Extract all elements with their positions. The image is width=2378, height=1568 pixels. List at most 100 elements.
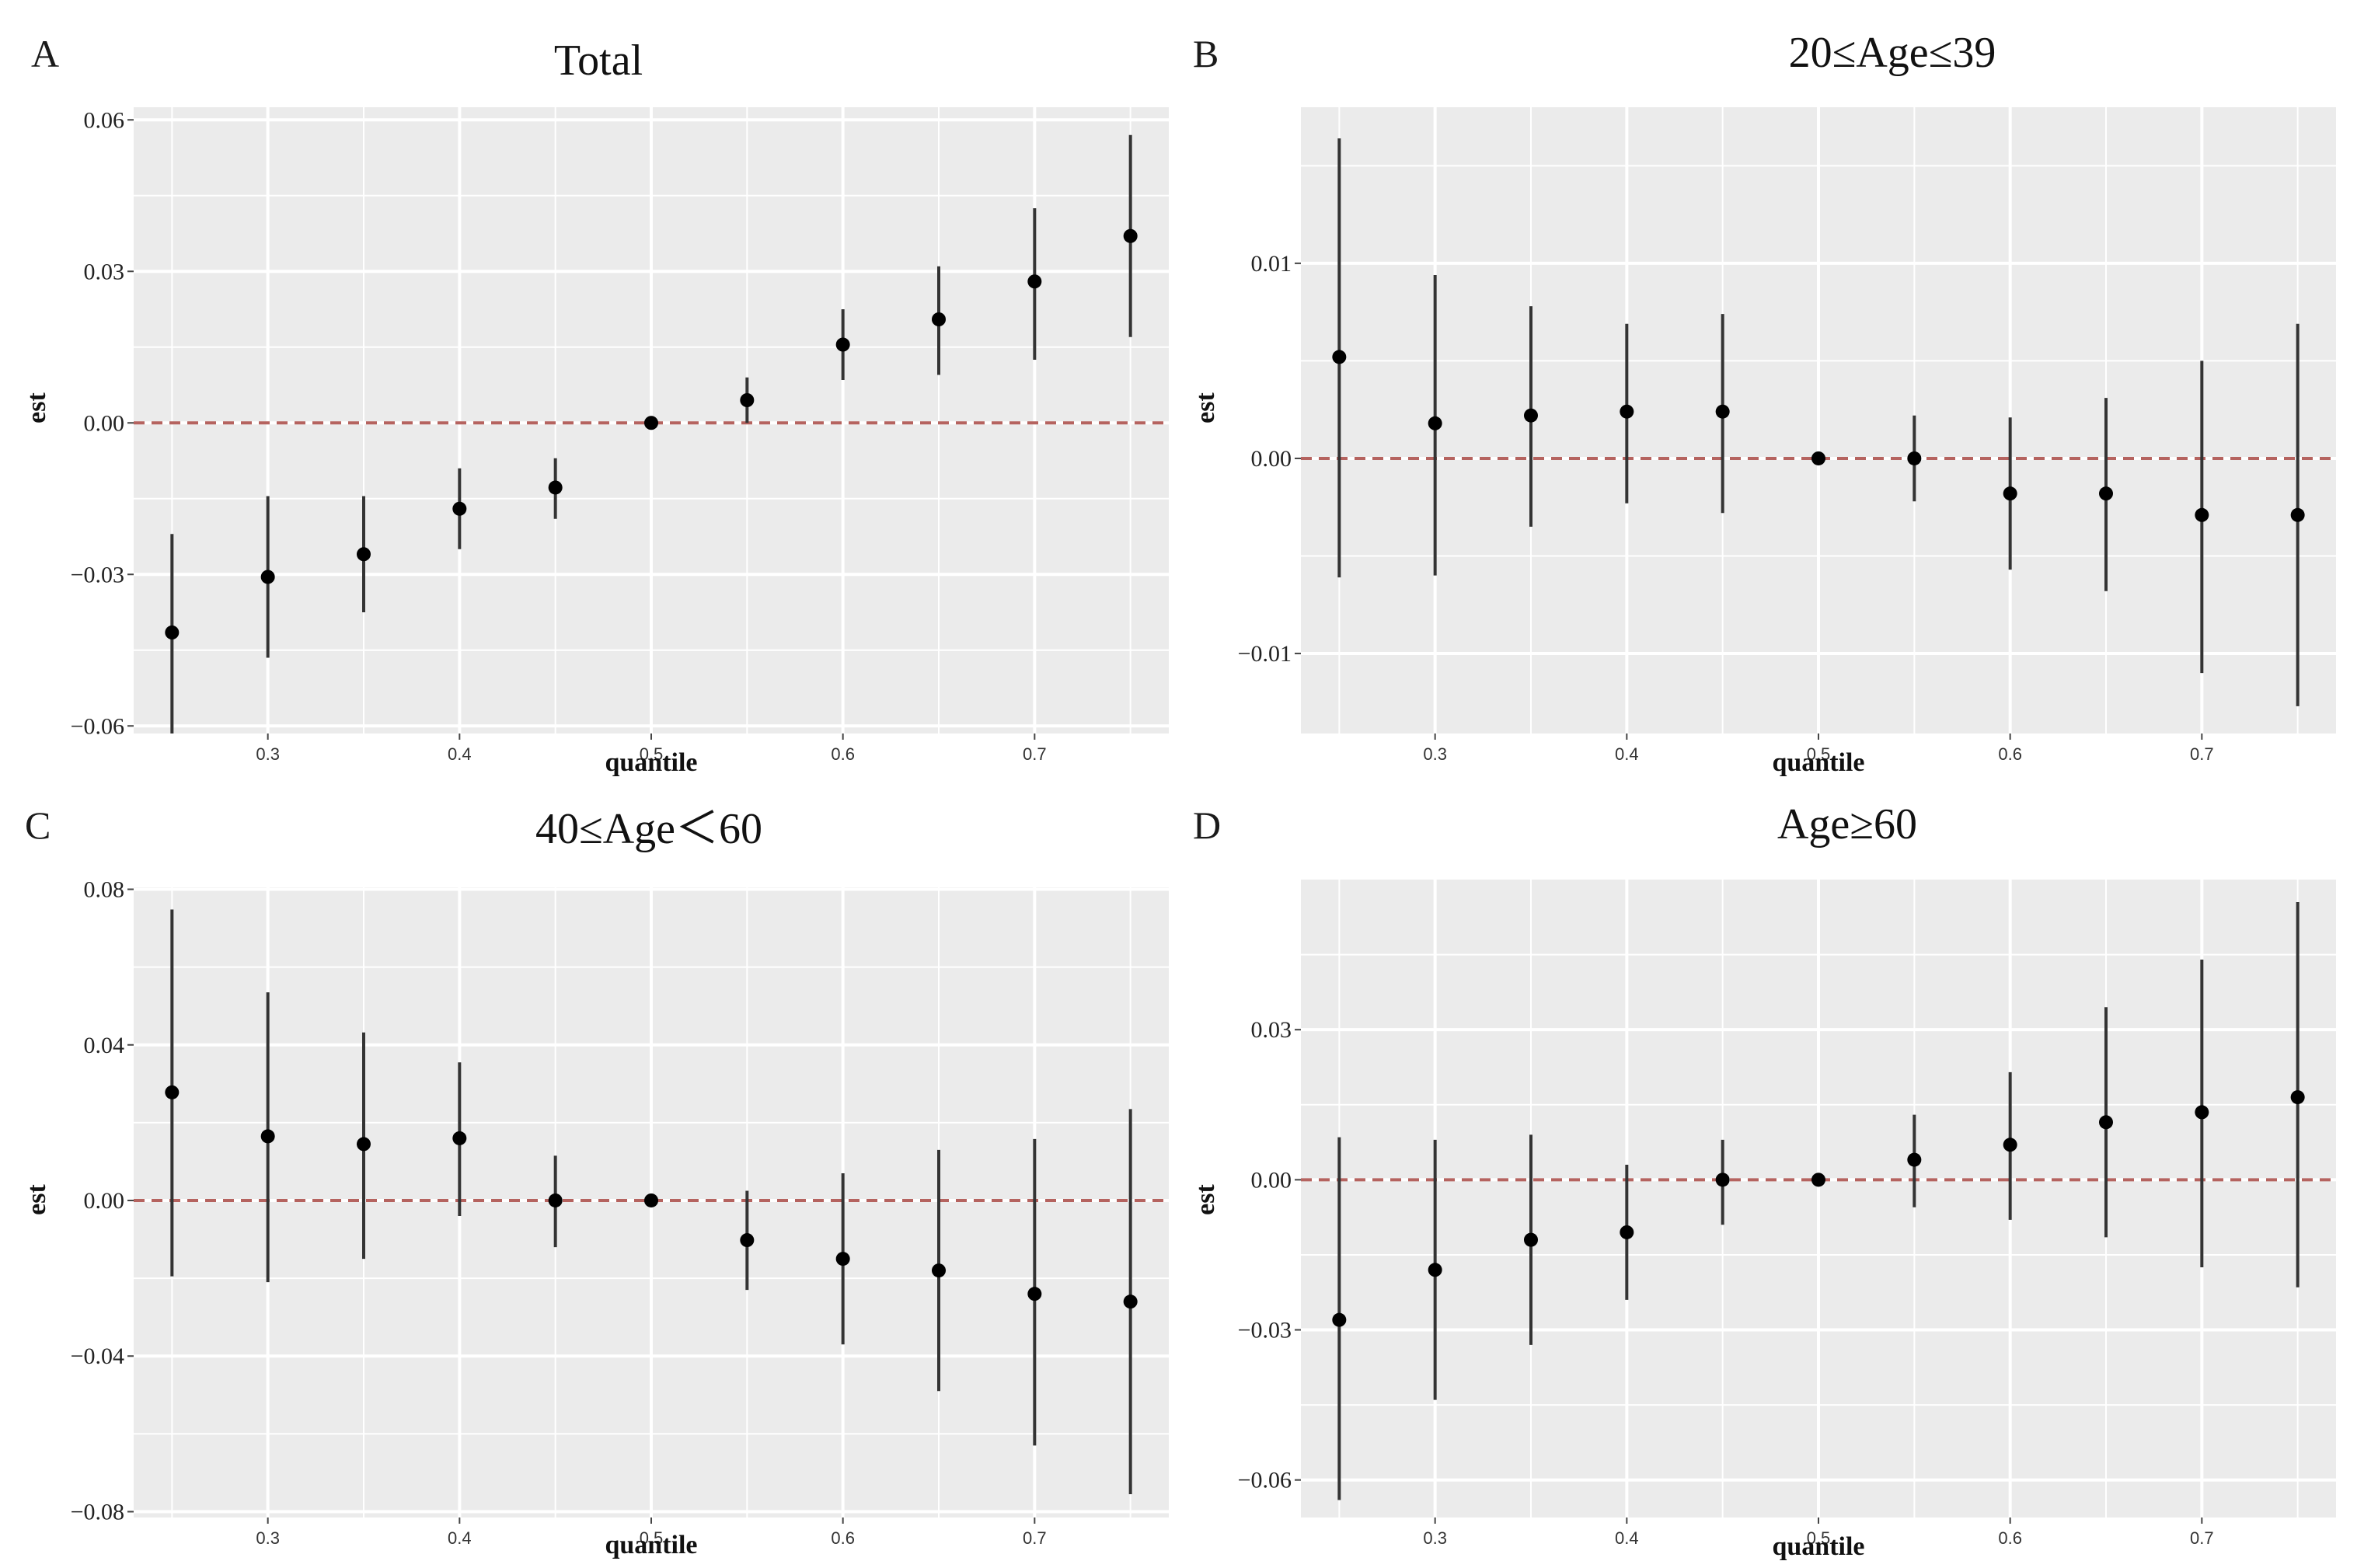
estimate-point xyxy=(1428,416,1442,430)
estimate-point xyxy=(740,393,755,407)
y-ticks: −0.01 0.00 0.01 xyxy=(1238,251,1301,667)
panel-a: A Total −0.06 −0.03 0.00 0.03 0.06 0.3 0.4 0.5… xyxy=(0,0,1189,784)
data-marks xyxy=(165,909,1138,1494)
x-tick-label: 0.7 xyxy=(1023,744,1047,764)
x-tick-label: 0.3 xyxy=(256,744,280,764)
y-axis-label: est xyxy=(23,392,51,423)
y-tick-label: 0.08 xyxy=(84,877,125,903)
estimate-point xyxy=(2290,1090,2305,1105)
x-axis-label: quantile xyxy=(605,1531,697,1559)
y-axis-label: est xyxy=(1191,392,1220,423)
estimate-point xyxy=(1524,1232,1538,1247)
estimate-point xyxy=(548,1193,563,1207)
estimate-point xyxy=(740,1233,755,1248)
panel-b: B 20≤Age≤39 −0.01 0.00 0.01 0.3 0.4 0.5 0.6 0.… xyxy=(1189,0,2378,784)
panel-c-svg: C 40≤Age＜60 −0.08−0.040.000.040.08 0.3 0.… xyxy=(23,803,1169,1559)
x-tick-label: 0.7 xyxy=(1023,1528,1047,1548)
estimate-point xyxy=(1907,1152,1922,1167)
panel-c: C 40≤Age＜60 −0.08 −0.04 0.00 0.04 0.08 0.3 0.… xyxy=(0,784,1189,1568)
estimate-point xyxy=(932,1263,946,1278)
x-axis-label: quantile xyxy=(1772,1532,1864,1561)
estimate-point xyxy=(165,625,180,639)
y-tick-label: 0.00 xyxy=(1251,446,1292,472)
estimate-point xyxy=(2003,1138,2017,1152)
x-tick-label: 0.7 xyxy=(2190,1528,2214,1548)
panel-d: D Age≥60 −0.06 −0.03 0.00 0.03 0.3 0.4 0.5 0.6… xyxy=(1189,784,2378,1568)
estimate-point xyxy=(1123,228,1138,243)
estimate-point xyxy=(260,1129,275,1144)
y-tick-label: 0.03 xyxy=(84,259,125,284)
estimate-point xyxy=(932,312,946,326)
estimate-point xyxy=(357,1137,371,1152)
x-ticks: 0.3 0.4 0.5 0.6 0.7 xyxy=(1423,733,2214,764)
x-tick-label: 0.5 xyxy=(1807,1528,1831,1548)
estimate-point xyxy=(1811,1173,1825,1187)
estimate-point xyxy=(1428,1263,1442,1277)
estimate-point xyxy=(2195,507,2209,522)
y-tick-label: −0.06 xyxy=(1238,1468,1292,1493)
x-tick-label: 0.7 xyxy=(2190,744,2214,764)
panel-letter: B xyxy=(1193,32,1219,75)
estimate-point xyxy=(452,501,467,516)
x-tick-label: 0.6 xyxy=(831,1528,855,1548)
x-tick-label: 0.6 xyxy=(1998,744,2022,764)
estimate-point xyxy=(1123,1294,1138,1309)
estimate-point xyxy=(2099,1115,2113,1130)
estimate-point xyxy=(548,480,563,495)
x-tick-label: 0.5 xyxy=(1807,744,1831,764)
x-tick-label: 0.4 xyxy=(448,1528,472,1548)
x-axis-label: quantile xyxy=(605,748,697,777)
x-tick-label: 0.5 xyxy=(640,1528,664,1548)
estimate-point xyxy=(1811,451,1825,465)
x-tick-label: 0.6 xyxy=(831,744,855,764)
y-tick-label: 0.01 xyxy=(1251,251,1292,277)
estimate-point xyxy=(2003,486,2017,501)
estimate-point xyxy=(2099,486,2113,501)
estimate-point xyxy=(2195,1105,2209,1120)
data-marks xyxy=(165,134,1138,733)
estimate-point xyxy=(357,547,371,562)
x-axis-label: quantile xyxy=(1772,748,1864,777)
estimate-point xyxy=(1524,408,1538,423)
y-tick-label: 0.00 xyxy=(1251,1167,1292,1193)
y-tick-label: −0.04 xyxy=(71,1343,124,1369)
y-ticks: −0.06 −0.03 0.00 0.03 xyxy=(1238,1017,1301,1493)
x-tick-label: 0.4 xyxy=(1615,1528,1639,1548)
estimate-point xyxy=(644,416,658,430)
estimate-point xyxy=(1620,1225,1634,1239)
estimate-point xyxy=(1907,451,1922,465)
data-marks xyxy=(1332,138,2305,706)
y-tick-label: 0.00 xyxy=(84,410,125,436)
estimate-point xyxy=(1332,350,1347,364)
panel-a-svg: A Total −0.06 −0.03 0.00 0.03 0.06 0.3 0.4 0.5… xyxy=(23,32,1169,777)
y-tick-label: −0.01 xyxy=(1238,641,1292,667)
estimate-point xyxy=(2290,507,2305,522)
panel-b-svg: B 20≤Age≤39 −0.010.000.01 0.3 0.4 0.5 0.6 0.… xyxy=(1191,29,2336,777)
x-tick-label: 0.3 xyxy=(1423,1528,1447,1548)
estimate-point xyxy=(1715,1173,1730,1187)
y-tick-label: −0.08 xyxy=(71,1499,124,1524)
y-axis-label: est xyxy=(1191,1184,1220,1215)
panel-title: Total xyxy=(554,37,643,85)
estimate-point xyxy=(165,1085,180,1099)
estimate-point xyxy=(835,1252,850,1267)
x-tick-label: 0.3 xyxy=(1423,744,1447,764)
grid-layer xyxy=(134,107,1169,733)
estimate-point xyxy=(1027,274,1042,289)
y-axis-label: est xyxy=(23,1184,51,1215)
estimate-point xyxy=(835,337,850,352)
y-tick-label: 0.00 xyxy=(84,1188,125,1214)
data-marks xyxy=(1332,901,2305,1500)
estimate-point xyxy=(1332,1312,1347,1327)
y-tick-label: −0.03 xyxy=(1238,1318,1292,1343)
y-tick-label: 0.03 xyxy=(1251,1017,1292,1043)
x-tick-label: 0.5 xyxy=(640,744,664,764)
x-tick-label: 0.4 xyxy=(1615,744,1639,764)
panel-d-svg: D Age≥60 −0.06 −0.03 0.00 0.03 0.3 0.4 0.5 0.6… xyxy=(1191,800,2336,1561)
estimate-point xyxy=(1027,1287,1042,1301)
x-tick-label: 0.3 xyxy=(256,1528,280,1548)
estimate-point xyxy=(1620,404,1634,419)
estimate-point xyxy=(644,1193,658,1207)
y-tick-label: −0.06 xyxy=(71,713,124,739)
y-tick-label: 0.04 xyxy=(84,1033,125,1058)
